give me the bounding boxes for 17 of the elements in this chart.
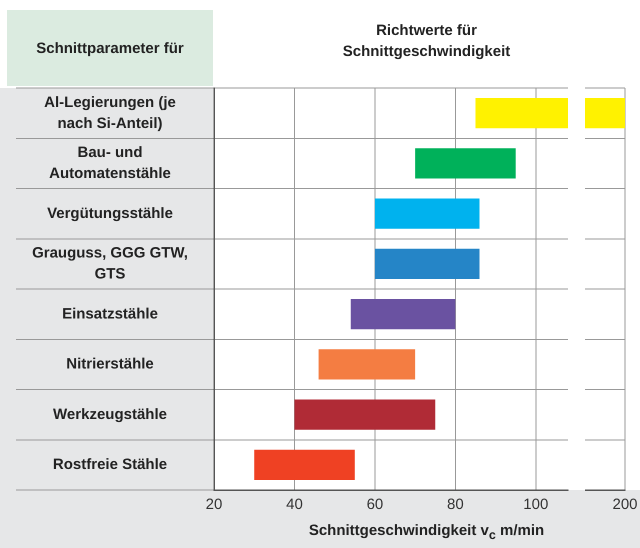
x-tick-label: 40 <box>286 496 303 514</box>
x-tick-label: 20 <box>206 496 222 514</box>
x-tick-label: 80 <box>447 496 464 514</box>
chart-title: Richtwerte für Schnittgeschwindigkeit <box>342 21 512 62</box>
y-tick-label: Vergütungsstähle <box>47 204 173 222</box>
x-tick-label: 100 <box>523 496 548 514</box>
y-tick-label: Grauguss, GGG GTW, GTS <box>32 244 188 283</box>
y-axis-title: Schnittparameter für <box>35 38 185 58</box>
y-tick-label: Nitrierstähle <box>66 356 154 373</box>
y-tick-label: Einsatzstähle <box>62 305 158 322</box>
x-tick-label: 60 <box>366 496 384 514</box>
y-tick-label: Rostfreie Stähle <box>52 456 168 474</box>
y-tick-label: Bau- und Automatenstähle <box>49 144 171 182</box>
y-tick-label: Al-Legierungen (je nach Si-Anteil) <box>44 94 176 132</box>
x-axis-title: Schnittgeschwindigkeit v$_{c}$ m/min <box>308 521 546 544</box>
text: 200 <box>612 496 638 514</box>
y-tick-label: Werkzeugstähle <box>53 406 167 423</box>
